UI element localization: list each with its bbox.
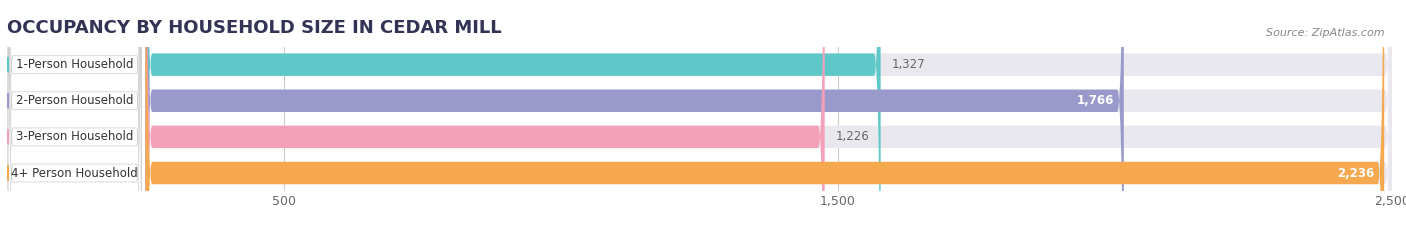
FancyBboxPatch shape	[8, 0, 141, 233]
Text: 2,236: 2,236	[1337, 167, 1374, 179]
FancyBboxPatch shape	[146, 0, 1392, 233]
FancyBboxPatch shape	[146, 0, 825, 233]
Text: 2-Person Household: 2-Person Household	[15, 94, 134, 107]
Text: 4+ Person Household: 4+ Person Household	[11, 167, 138, 179]
FancyBboxPatch shape	[146, 0, 1392, 233]
FancyBboxPatch shape	[146, 0, 1392, 233]
Text: OCCUPANCY BY HOUSEHOLD SIZE IN CEDAR MILL: OCCUPANCY BY HOUSEHOLD SIZE IN CEDAR MIL…	[7, 19, 502, 37]
Text: 1-Person Household: 1-Person Household	[15, 58, 134, 71]
FancyBboxPatch shape	[146, 0, 1392, 233]
FancyBboxPatch shape	[8, 0, 141, 233]
Text: 3-Person Household: 3-Person Household	[15, 130, 134, 143]
FancyBboxPatch shape	[146, 0, 1384, 233]
FancyBboxPatch shape	[8, 0, 141, 233]
Text: 1,327: 1,327	[891, 58, 925, 71]
FancyBboxPatch shape	[146, 0, 880, 233]
FancyBboxPatch shape	[8, 0, 141, 233]
Text: 1,226: 1,226	[835, 130, 869, 143]
FancyBboxPatch shape	[146, 0, 1123, 233]
Text: Source: ZipAtlas.com: Source: ZipAtlas.com	[1267, 28, 1385, 38]
Text: 1,766: 1,766	[1077, 94, 1114, 107]
